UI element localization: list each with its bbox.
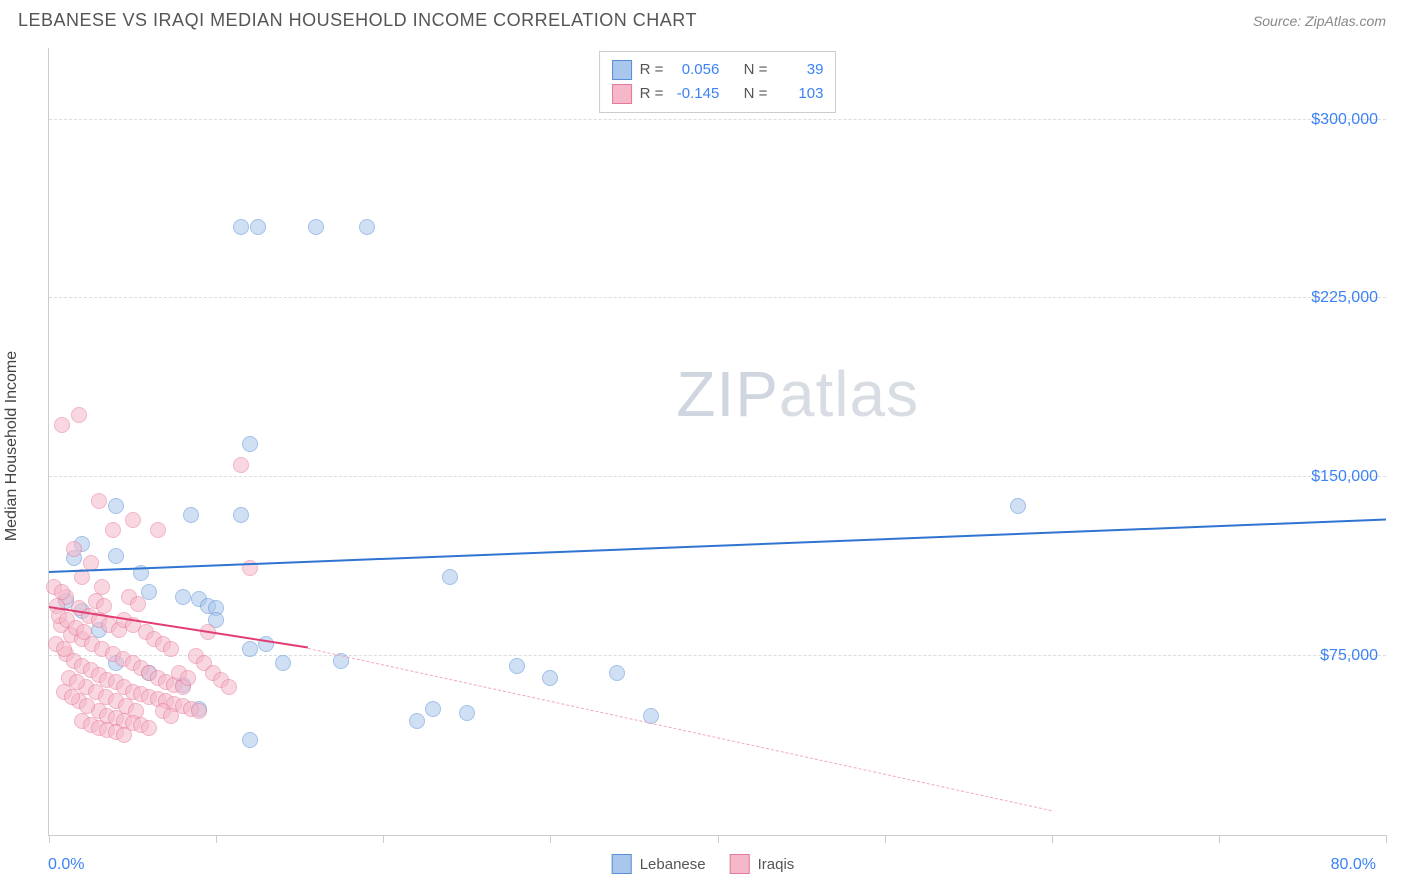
data-point (125, 512, 141, 528)
watermark: ZIPatlas (676, 357, 919, 431)
data-point (91, 493, 107, 509)
x-tick (550, 835, 551, 843)
n-value: 39 (775, 58, 823, 82)
legend-swatch (612, 60, 632, 80)
data-point (233, 457, 249, 473)
chart-header: LEBANESE VS IRAQI MEDIAN HOUSEHOLD INCOM… (0, 0, 1406, 39)
n-label: N = (744, 58, 768, 82)
x-tick (1052, 835, 1053, 843)
data-point (66, 541, 82, 557)
r-value: 0.056 (671, 58, 719, 82)
data-point (76, 624, 92, 640)
data-point (108, 548, 124, 564)
x-axis-min-label: 0.0% (48, 856, 84, 874)
scatter-chart: ZIPatlas R =0.056 N =39R =-0.145 N =103 … (48, 48, 1386, 836)
gridline (49, 297, 1386, 298)
data-point (242, 732, 258, 748)
trend-line (49, 518, 1386, 572)
legend-item: Iraqis (730, 854, 795, 874)
data-point (180, 670, 196, 686)
stats-legend: R = 0.056 N = 39 R = -0.145 N = 103 (599, 51, 837, 113)
data-point (359, 219, 375, 235)
data-point (425, 701, 441, 717)
data-point (275, 655, 291, 671)
legend-swatch (730, 854, 750, 874)
x-tick (885, 835, 886, 843)
x-axis-max-label: 80.0% (1331, 856, 1376, 874)
x-tick (49, 835, 50, 843)
x-tick (383, 835, 384, 843)
y-tick-label: $300,000 (1311, 111, 1378, 129)
data-point (130, 596, 146, 612)
data-point (183, 507, 199, 523)
data-point (105, 522, 121, 538)
data-point (459, 705, 475, 721)
data-point (308, 219, 324, 235)
chart-title: LEBANESE VS IRAQI MEDIAN HOUSEHOLD INCOM… (18, 10, 697, 31)
data-point (54, 417, 70, 433)
y-tick-label: $75,000 (1320, 647, 1378, 665)
x-tick (1386, 835, 1387, 843)
source-label: Source: ZipAtlas.com (1253, 13, 1386, 29)
data-point (150, 522, 166, 538)
data-point (108, 498, 124, 514)
data-point (175, 589, 191, 605)
data-point (242, 436, 258, 452)
legend-label: Lebanese (640, 856, 706, 873)
data-point (191, 703, 207, 719)
y-tick-label: $150,000 (1311, 468, 1378, 486)
legend-item: Lebanese (612, 854, 706, 874)
data-point (233, 507, 249, 523)
series-legend: Lebanese Iraqis (612, 854, 795, 874)
data-point (64, 689, 80, 705)
r-label: R = (640, 58, 664, 82)
data-point (96, 598, 112, 614)
data-point (54, 584, 70, 600)
data-point (542, 670, 558, 686)
data-point (409, 713, 425, 729)
y-tick-label: $225,000 (1311, 289, 1378, 307)
x-tick (718, 835, 719, 843)
x-tick (216, 835, 217, 843)
gridline (49, 476, 1386, 477)
trend-line (308, 648, 1052, 811)
data-point (56, 641, 72, 657)
data-point (250, 219, 266, 235)
y-axis-title: Median Household Income (3, 351, 21, 541)
data-point (163, 641, 179, 657)
data-point (509, 658, 525, 674)
r-label: R = (640, 82, 664, 106)
legend-swatch (612, 84, 632, 104)
data-point (141, 720, 157, 736)
r-value: -0.145 (671, 82, 719, 106)
x-tick (1219, 835, 1220, 843)
data-point (609, 665, 625, 681)
legend-label: Iraqis (758, 856, 795, 873)
data-point (233, 219, 249, 235)
n-label: N = (744, 82, 768, 106)
data-point (442, 569, 458, 585)
stats-legend-row: R = 0.056 N = 39 (612, 58, 824, 82)
gridline (49, 119, 1386, 120)
data-point (221, 679, 237, 695)
data-point (141, 584, 157, 600)
data-point (242, 641, 258, 657)
n-value: 103 (775, 82, 823, 106)
data-point (1010, 498, 1026, 514)
stats-legend-row: R = -0.145 N = 103 (612, 82, 824, 106)
data-point (71, 407, 87, 423)
data-point (163, 708, 179, 724)
legend-swatch (612, 854, 632, 874)
data-point (116, 727, 132, 743)
